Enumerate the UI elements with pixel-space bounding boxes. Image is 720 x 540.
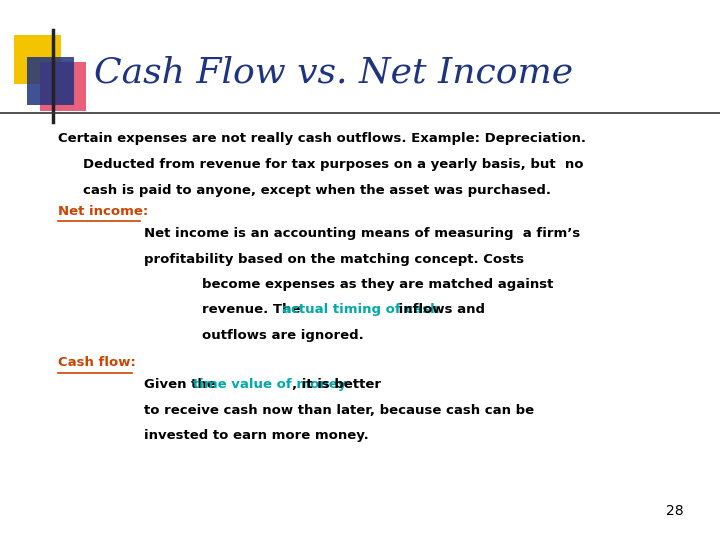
- Text: , it is better: , it is better: [292, 378, 382, 391]
- Text: actual timing of cash: actual timing of cash: [282, 303, 440, 316]
- Text: inflows and: inflows and: [394, 303, 485, 316]
- Text: Given the: Given the: [144, 378, 220, 391]
- Text: 28: 28: [667, 504, 684, 518]
- Text: to receive cash now than later, because cash can be: to receive cash now than later, because …: [144, 404, 534, 417]
- Text: Deducted from revenue for tax purposes on a yearly basis, but  no: Deducted from revenue for tax purposes o…: [83, 158, 583, 171]
- Text: become expenses as they are matched against: become expenses as they are matched agai…: [202, 278, 553, 291]
- Text: invested to earn more money.: invested to earn more money.: [144, 429, 369, 442]
- Text: Net income is an accounting means of measuring  a firm’s: Net income is an accounting means of mea…: [144, 227, 580, 240]
- Text: cash is paid to anyone, except when the asset was purchased.: cash is paid to anyone, except when the …: [83, 184, 551, 197]
- Text: outflows are ignored.: outflows are ignored.: [202, 329, 364, 342]
- Text: Cash Flow vs. Net Income: Cash Flow vs. Net Income: [94, 56, 572, 90]
- Text: Cash flow:: Cash flow:: [58, 356, 135, 369]
- Text: Net income:: Net income:: [58, 205, 148, 218]
- Text: profitability based on the matching concept. Costs: profitability based on the matching conc…: [144, 253, 524, 266]
- Text: time value of money: time value of money: [193, 378, 346, 391]
- Text: revenue. The: revenue. The: [202, 303, 305, 316]
- Text: Certain expenses are not really cash outflows. Example: Depreciation.: Certain expenses are not really cash out…: [58, 132, 585, 145]
